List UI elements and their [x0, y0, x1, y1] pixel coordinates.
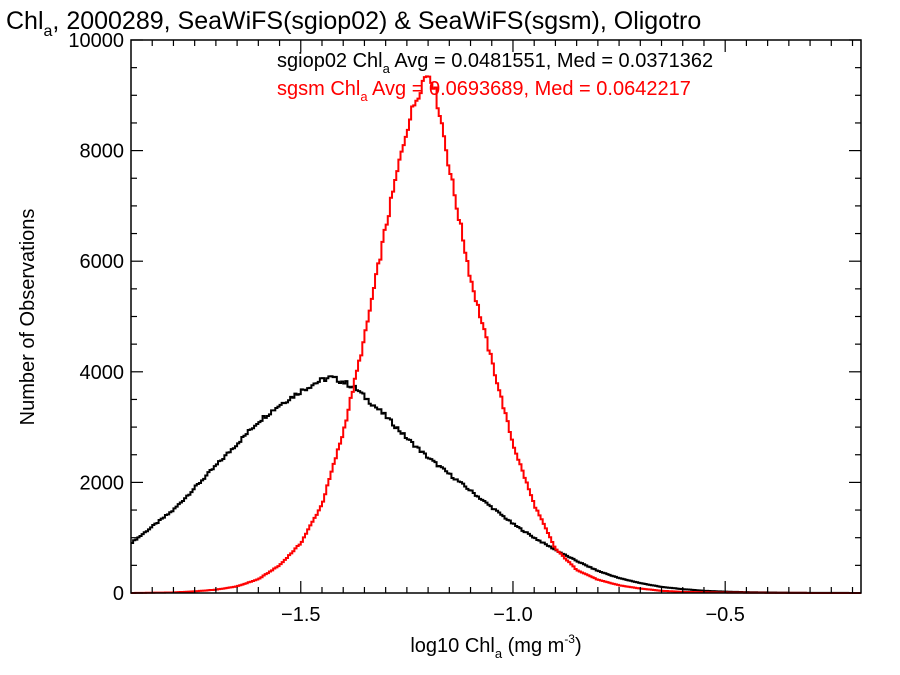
x-axis-label: log10 Chla (mg m-3)	[410, 632, 581, 661]
sgiop02-stats-annotation: sgiop02 Chla Avg = 0.0481551, Med = 0.03…	[277, 50, 713, 76]
series-layer	[131, 75, 861, 594]
y-tick-label: 6000	[80, 251, 125, 273]
x-tick-label: −1.0	[493, 604, 532, 626]
chart-title: Chla, 2000289, SeaWiFS(sgiop02) & SeaWiF…	[6, 7, 701, 40]
y-tick-label: 4000	[80, 362, 125, 384]
y-axis-label: Number of Observations	[17, 209, 39, 426]
x-tick-label: −1.5	[281, 604, 320, 626]
tick-layer: −1.5 −1.0 −0.5 0 2000 4000 6000 8000 10000	[68, 30, 861, 626]
y-tick-label: 8000	[80, 141, 125, 163]
sgiop02-histogram-line	[131, 375, 861, 594]
y-tick-label: 2000	[80, 472, 125, 494]
y-tick-label: 10000	[68, 30, 124, 52]
x-tick-label: −0.5	[705, 604, 744, 626]
sgsm-histogram-line	[131, 75, 861, 594]
y-tick-label: 0	[113, 583, 124, 605]
sgsm-stats-annotation: sgsm Chla Avg = 0.0693689, Med = 0.06422…	[277, 78, 691, 104]
